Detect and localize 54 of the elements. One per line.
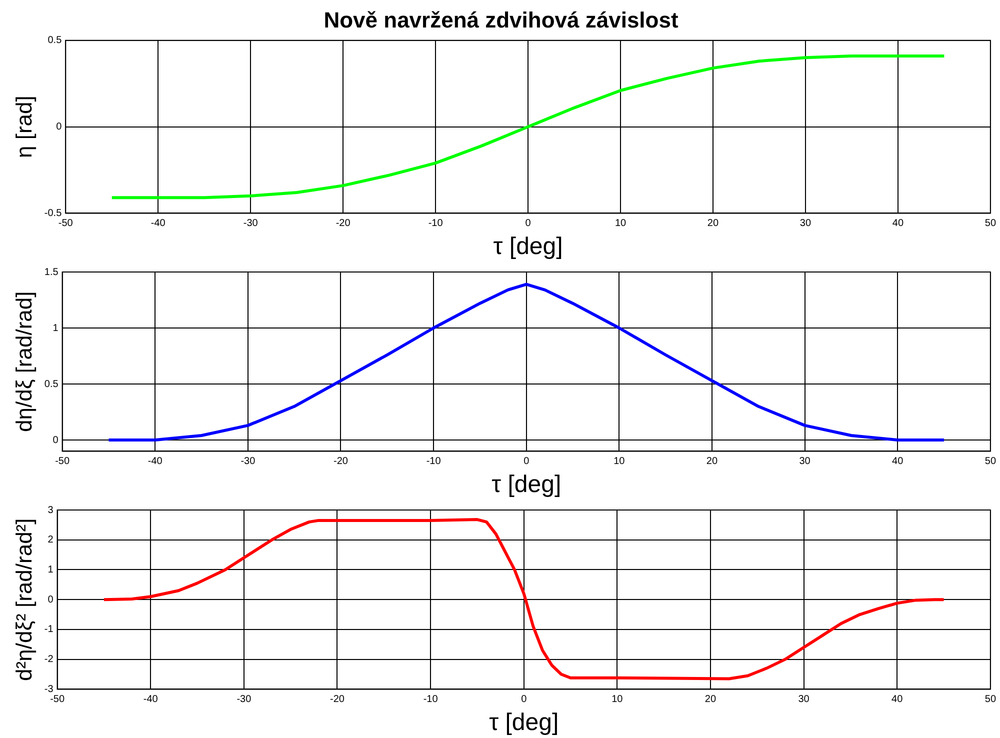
x-tick-label: -20 <box>330 694 345 705</box>
x-tick-label: -50 <box>50 694 65 705</box>
x-tick-label: 10 <box>614 456 626 467</box>
x-tick-label: -30 <box>236 694 252 705</box>
x-axis-title: τ [deg] <box>489 709 559 736</box>
x-tick-label: 30 <box>798 694 810 705</box>
x-tick-label: 40 <box>892 456 904 467</box>
x-tick-label: -20 <box>334 456 348 467</box>
x-tick-label: -10 <box>423 694 438 705</box>
x-tick-label: 0 <box>524 456 530 467</box>
x-tick-label: 40 <box>892 218 904 229</box>
x-tick-label: 30 <box>800 218 812 229</box>
x-tick-label: 50 <box>984 456 996 467</box>
x-tick-label: 50 <box>984 218 996 229</box>
x-tick-label: -20 <box>336 218 351 229</box>
x-tick-label: -50 <box>58 218 74 229</box>
y-tick-label: 1.5 <box>44 266 59 278</box>
x-tick-label: 50 <box>984 694 996 705</box>
x-tick-label: -40 <box>150 218 166 229</box>
y-tick-label: -3 <box>44 684 54 695</box>
x-axis-title: τ [deg] <box>492 471 562 498</box>
x-tick-label: -10 <box>428 218 444 229</box>
x-tick-label: 20 <box>707 218 719 229</box>
x-tick-label: -40 <box>148 456 163 467</box>
y-tick-label: 0 <box>48 594 54 606</box>
x-tick-label: 10 <box>612 694 624 705</box>
y-axis-title: dη/dξ [rad/rad] <box>11 291 36 432</box>
x-tick-label: -10 <box>426 456 442 467</box>
x-tick-label: -30 <box>243 218 258 229</box>
y-axis-title: η [rad] <box>11 96 36 158</box>
x-tick-label: 10 <box>614 218 627 229</box>
x-tick-label: 20 <box>704 694 716 705</box>
y-tick-label: 2 <box>48 534 54 546</box>
x-tick-label: 20 <box>706 456 718 467</box>
y-tick-label: -1 <box>44 624 54 636</box>
y-axis-title: d²η/dξ² [rad/rad²] <box>11 518 36 681</box>
y-tick-label: 0.5 <box>48 35 62 46</box>
y-tick-label: 1 <box>48 564 54 576</box>
x-axis-title: τ [deg] <box>493 233 563 260</box>
x-tick-label: 0 <box>525 218 532 229</box>
x-tick-label: -40 <box>143 694 158 705</box>
y-tick-label: -0.5 <box>44 208 62 219</box>
y-tick-label: 0.5 <box>44 378 59 390</box>
x-tick-label: -30 <box>240 456 256 467</box>
y-tick-label: -2 <box>44 654 54 666</box>
y-tick-label: 0 <box>56 122 62 133</box>
chart-title: Nově navržená zdvihová závislost <box>324 7 679 32</box>
x-tick-label: 40 <box>892 694 904 705</box>
x-tick-label: 0 <box>521 694 528 705</box>
y-tick-label: 3 <box>48 504 54 516</box>
x-tick-label: -50 <box>55 456 70 467</box>
x-tick-label: 30 <box>799 456 811 467</box>
y-tick-label: 1 <box>52 322 59 334</box>
y-tick-label: 0 <box>52 434 59 446</box>
